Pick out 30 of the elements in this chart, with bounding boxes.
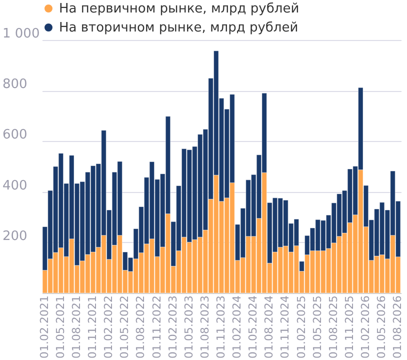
x-tick-label: 01.08.2025: [326, 296, 340, 358]
x-tick-label: 01.08.2021: [70, 296, 83, 358]
x-tick-label: 01.11.2024: [278, 296, 292, 358]
legend-label: На вторичном рынке, млрд рублей: [59, 20, 298, 36]
x-tick-label: 01.08.2023: [198, 296, 212, 358]
y-tick-label: 200: [2, 228, 28, 244]
x-tick-label: 01.08.2026: [391, 296, 404, 358]
x-tick-label: 01.02.2021: [38, 296, 51, 358]
x-tick-label: 01.02.2022: [102, 296, 116, 358]
x-tick-label: 01.08.2022: [134, 296, 148, 358]
x-tick-label: 01.05.2025: [310, 296, 324, 358]
x-tick-label: 01.02.2025: [294, 296, 308, 358]
x-tick-label: 01.05.2024: [246, 296, 260, 358]
y-tick-label: 600: [2, 128, 28, 143]
x-tick-label: 01.11.2022: [150, 296, 164, 358]
x-tick-label: 01.02.2024: [230, 296, 244, 358]
y-tick-label: 400: [2, 178, 28, 194]
y-tick-label: 800: [2, 77, 28, 92]
x-tick-label: 01.08.2024: [262, 296, 276, 358]
x-tick-label: 01.05.2022: [118, 296, 132, 358]
y-tick-label: 1 000: [2, 26, 40, 42]
x-tick-label: 01.05.2026: [375, 296, 388, 358]
x-tick-label: 01.11.2021: [86, 296, 100, 358]
x-tick-label: 01.05.2021: [54, 296, 67, 358]
x-tick-label: 01.05.2023: [182, 296, 196, 358]
x-tick-label: 01.11.2025: [342, 296, 356, 358]
x-tick-label: 01.02.2023: [166, 296, 180, 358]
legend-label: На первичном рынке, млрд рублей: [59, 2, 300, 16]
x-tick-label: 01.11.2023: [214, 296, 228, 358]
x-tick-label: 01.02.2026: [359, 296, 372, 358]
